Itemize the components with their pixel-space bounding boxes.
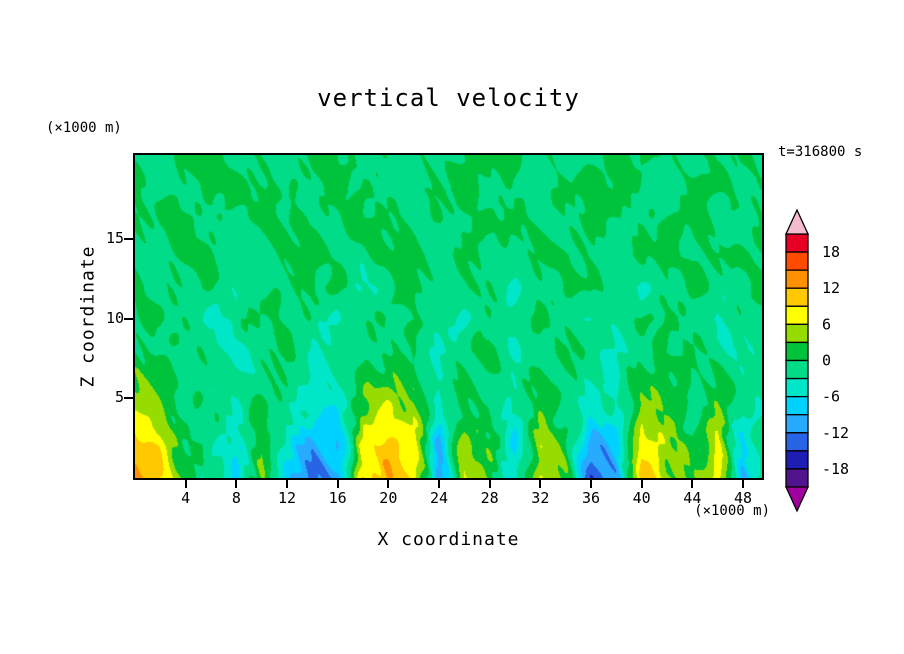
- z-axis-unit-label: (×1000 m): [46, 120, 122, 136]
- x-tick-mark: [488, 480, 491, 488]
- colorbar-segment: [785, 287, 809, 307]
- x-axis-label: X coordinate: [377, 529, 520, 550]
- z-tick-label: 10: [105, 308, 124, 327]
- colorbar-segment: [785, 450, 809, 470]
- x-tick-label: 16: [328, 489, 347, 507]
- x-tick-mark: [184, 480, 187, 488]
- x-tick-mark: [387, 480, 390, 488]
- x-tick-label: 24: [429, 489, 449, 507]
- colorbar-label: -6: [822, 388, 840, 406]
- colorbar: 18 12 6 0 -6 -12 -18: [784, 208, 849, 513]
- colorbar-segment: [785, 341, 809, 362]
- x-axis-unit-label: (×1000 m): [694, 503, 770, 519]
- z-tick-mark: [124, 317, 133, 320]
- colorbar-segment: [785, 414, 809, 434]
- colorbar-label: 0: [822, 352, 831, 370]
- colorbar-segment: [785, 359, 809, 380]
- colorbar-segment: [785, 395, 809, 416]
- plot-title: vertical velocity: [317, 84, 580, 112]
- colorbar-segment: [785, 233, 809, 253]
- colorbar-segment: [785, 305, 809, 326]
- colorbar-arrow-top: [784, 208, 810, 235]
- colorbar-label: -18: [822, 460, 849, 478]
- colorbar-segment: [785, 377, 809, 398]
- colorbar-segment: [785, 468, 809, 488]
- x-tick-mark: [691, 480, 694, 488]
- z-tick-mark: [124, 397, 133, 400]
- z-tick-label: 5: [114, 388, 124, 407]
- x-tick-label: 32: [531, 489, 550, 507]
- heatmap-canvas: [135, 155, 762, 478]
- colorbar-segment: [785, 251, 809, 271]
- x-tick-label: 4: [181, 489, 191, 507]
- x-tick-mark: [742, 480, 744, 488]
- x-tick-label: 20: [379, 489, 398, 507]
- colorbar-arrow-bottom: [784, 486, 810, 513]
- x-tick-mark: [438, 480, 440, 488]
- colorbar-segment: [785, 432, 809, 452]
- x-tick-label: 28: [480, 489, 499, 507]
- x-tick-mark: [640, 480, 643, 488]
- x-tick-mark: [590, 480, 592, 488]
- x-tick-label: 40: [632, 489, 651, 507]
- x-tick-label: 8: [231, 489, 241, 507]
- colorbar-label: 6: [822, 315, 831, 333]
- x-tick-label: 48: [733, 489, 753, 507]
- x-tick-mark: [336, 480, 339, 488]
- x-tick-label: 36: [581, 489, 601, 507]
- x-tick-label: 12: [277, 489, 297, 507]
- colorbar-label: 18: [822, 243, 840, 261]
- x-tick-label: 44: [683, 489, 702, 507]
- x-tick-mark: [286, 480, 288, 488]
- z-axis-label: Z coordinate: [77, 245, 99, 388]
- colorbar-label: -12: [822, 424, 849, 442]
- z-tick-mark: [124, 238, 133, 241]
- x-tick-mark: [539, 480, 542, 488]
- colorbar-segment: [785, 269, 809, 289]
- colorbar-label: 12: [822, 279, 840, 297]
- colorbar-segment: [785, 323, 809, 344]
- z-tick-label: 15: [105, 229, 124, 248]
- x-tick-mark: [235, 480, 238, 488]
- timestamp-label: t=316800 s: [778, 144, 863, 160]
